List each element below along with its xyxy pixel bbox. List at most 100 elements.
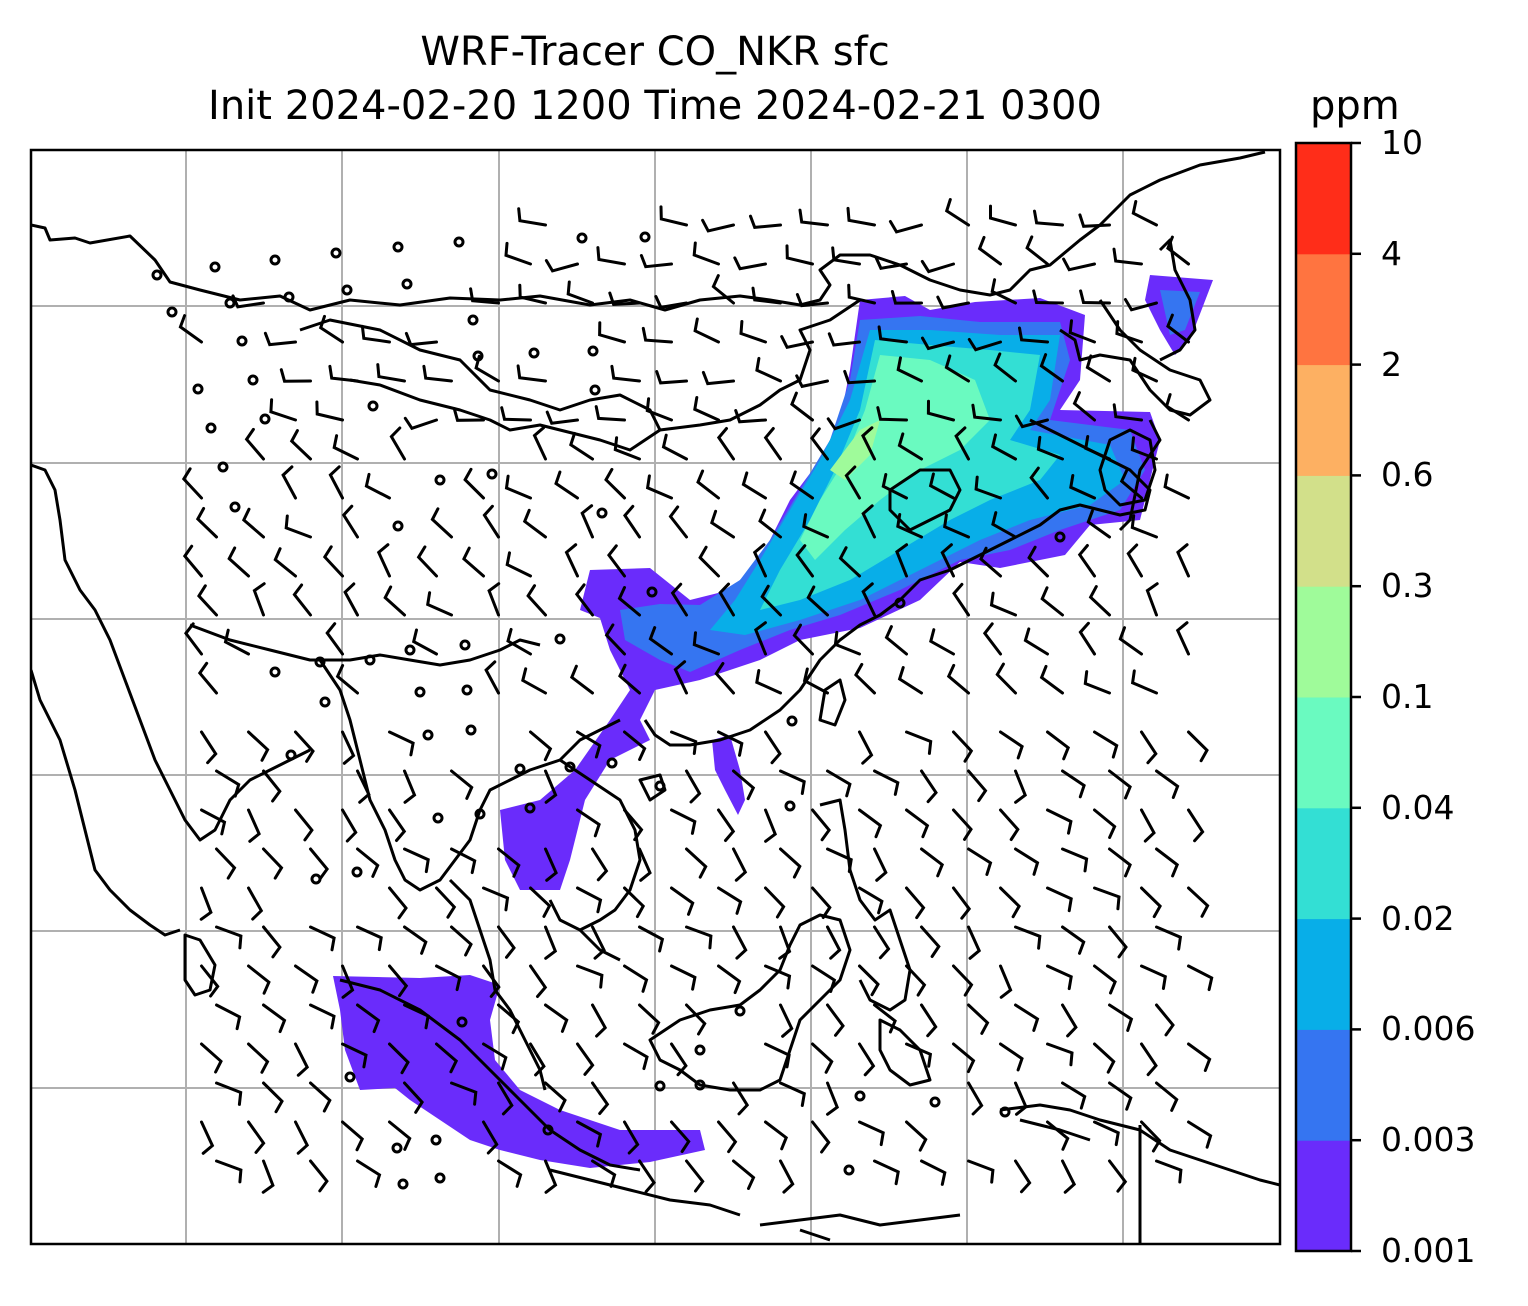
wind-barb (623, 1120, 640, 1155)
wind-barb (858, 964, 880, 997)
wind-barb (215, 847, 237, 880)
calm-wind-marker (854, 1090, 866, 1102)
wind-barb (215, 1081, 243, 1106)
wind-barb (529, 964, 548, 998)
colorbar (1294, 141, 1361, 1253)
wind-barb (753, 621, 767, 656)
wind-barb (780, 335, 814, 350)
wind-barb (227, 546, 250, 578)
wind-barb (858, 1120, 885, 1147)
colorbar-tick-label: 0.04 (1381, 787, 1455, 827)
wind-barb (403, 1003, 430, 1030)
wind-barb (529, 886, 552, 918)
wind-barb (711, 274, 735, 305)
wind-barb (920, 1003, 938, 1038)
calm-wind-marker (259, 413, 271, 425)
coast-sulawesi (878, 1018, 932, 1087)
wind-barb (714, 662, 735, 695)
coast-india-west (31, 669, 181, 937)
wind-barb (383, 585, 406, 617)
wind-barb (847, 283, 876, 305)
wind-barb (733, 256, 767, 271)
wind-barb (450, 769, 474, 800)
wind-barb (1155, 769, 1180, 799)
wind-barb (1108, 925, 1128, 959)
wind-barb (1140, 964, 1167, 990)
wind-barb (732, 925, 748, 960)
wind-barb (482, 504, 500, 539)
calm-wind-marker (1054, 531, 1066, 543)
wind-barb (1068, 319, 1096, 344)
wind-barb (1027, 545, 1049, 578)
wind-barb (1155, 1159, 1183, 1184)
wind-barb (979, 546, 1002, 578)
wind-barb (944, 354, 970, 383)
calm-wind-marker (209, 261, 221, 273)
wind-barb (905, 886, 926, 920)
wind-barb (241, 507, 265, 539)
wind-barb (811, 1120, 831, 1154)
wind-barb (598, 321, 626, 344)
coast-korea (1098, 428, 1157, 507)
wind-barb (999, 964, 1013, 999)
wind-barb (247, 730, 270, 762)
wind-barb (858, 730, 874, 765)
calm-wind-marker (453, 236, 465, 248)
wind-barb (952, 964, 974, 997)
wind-barb (1126, 543, 1143, 578)
wind-barb (197, 584, 218, 617)
wind-barb (261, 1159, 275, 1194)
wind-barb (623, 964, 649, 993)
wind-barb (826, 925, 842, 960)
wind-barb (356, 1003, 381, 1034)
wind-barb (764, 1120, 789, 1151)
wind-barb (591, 925, 606, 960)
wind-barb (273, 547, 297, 578)
wind-barb (952, 582, 970, 617)
wind-barb (895, 543, 909, 578)
wind-barb (247, 964, 271, 995)
wind-barb (364, 472, 391, 500)
wind-barb (1140, 1042, 1158, 1077)
wind-barb (1108, 1159, 1128, 1193)
border-mongolia-china (299, 318, 662, 452)
wind-barb (182, 544, 203, 578)
wind-barb (356, 1159, 382, 1188)
wind-barb (873, 769, 900, 796)
wind-barb (764, 1042, 791, 1069)
wind-barb (604, 467, 626, 500)
wind-barb (826, 847, 853, 873)
wind-barb (263, 331, 297, 347)
calm-wind-marker (474, 808, 486, 820)
wind-barb (388, 808, 407, 842)
calm-wind-marker (397, 1178, 409, 1190)
wind-barb (638, 1159, 656, 1194)
wind-barb (215, 925, 243, 950)
wind-barb (388, 964, 409, 998)
wind-barb (940, 543, 955, 578)
wind-barb (764, 964, 792, 990)
wind-barb (896, 356, 923, 383)
wind-barb (617, 586, 641, 617)
wind-barb (545, 410, 579, 425)
wind-barb (262, 769, 282, 803)
wind-barb (884, 625, 908, 656)
coast-east-china (643, 418, 1152, 747)
wind-barb (971, 403, 1002, 422)
wind-barb (505, 551, 532, 578)
wind-barb (262, 1003, 287, 1034)
wind-barb (1062, 257, 1096, 272)
calm-wind-marker (434, 474, 446, 486)
wind-barb (247, 886, 264, 921)
calm-wind-marker (392, 520, 404, 532)
calm-wind-marker (461, 684, 473, 696)
wind-barb (594, 405, 626, 422)
wind-barb (1187, 964, 1214, 992)
wind-barb (876, 406, 908, 422)
calm-wind-marker (404, 644, 416, 656)
wind-barb (764, 808, 778, 843)
wind-barb (294, 730, 315, 763)
wind-barb (1155, 1003, 1175, 1037)
wind-barb (659, 205, 688, 227)
